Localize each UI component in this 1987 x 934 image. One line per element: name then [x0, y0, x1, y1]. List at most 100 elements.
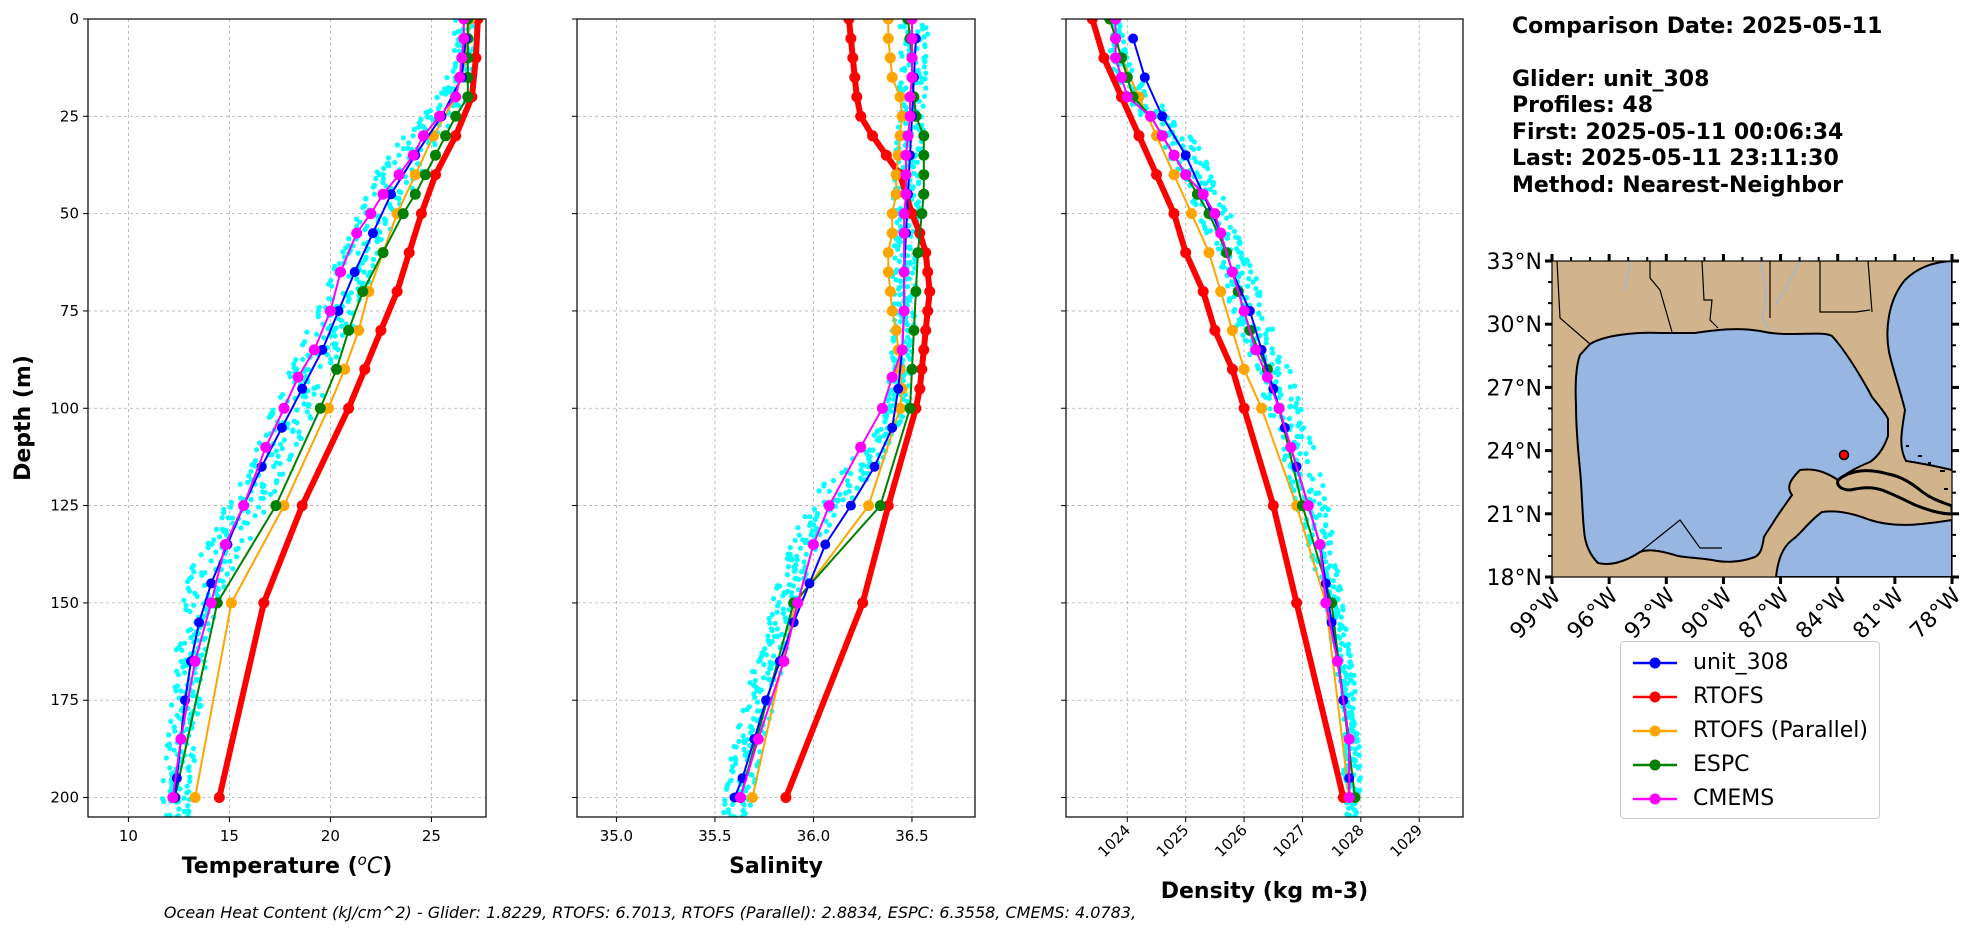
- scatter-point: [286, 370, 292, 376]
- series-point: [278, 500, 290, 512]
- map-lon-label: 81°W: [1848, 583, 1909, 644]
- scatter-point: [1301, 425, 1307, 431]
- scatter-point: [263, 432, 269, 438]
- legend-item: RTOFS (Parallel): [1621, 714, 1879, 748]
- scatter-point: [897, 23, 903, 30]
- scatter-point: [897, 284, 903, 290]
- scatter-point: [1319, 506, 1325, 512]
- scatter-point: [1324, 565, 1331, 572]
- series-point: [189, 655, 201, 667]
- scatter-point: [185, 813, 191, 817]
- scatter-point: [189, 565, 195, 571]
- scatter-point: [1206, 178, 1212, 184]
- scatter-point: [1311, 444, 1317, 451]
- scatter-point: [301, 401, 307, 407]
- scatter-point: [332, 333, 338, 339]
- scatter-point: [208, 558, 214, 564]
- scatter-point: [809, 528, 815, 534]
- scatter-point: [331, 328, 337, 334]
- series-point: [918, 188, 930, 200]
- scatter-point: [1317, 512, 1323, 518]
- series-point: [1157, 111, 1168, 122]
- scatter-point: [897, 278, 903, 284]
- scatter-point: [1331, 584, 1337, 590]
- scatter-point: [354, 223, 360, 229]
- series-point: [851, 91, 863, 103]
- scatter-point: [1354, 731, 1360, 737]
- series-point: [918, 130, 930, 142]
- series-point: [359, 363, 371, 375]
- scatter-point: [288, 452, 294, 458]
- series-point: [1128, 33, 1139, 44]
- scatter-point: [882, 419, 888, 425]
- scatter-point: [452, 64, 458, 70]
- scatter-point: [789, 590, 795, 596]
- series-point: [880, 149, 892, 161]
- scatter-point: [201, 637, 207, 643]
- scatter-point: [733, 744, 739, 750]
- scatter-point: [736, 724, 742, 730]
- series-line: [216, 19, 481, 799]
- scatter-point: [918, 74, 924, 80]
- scatter-point: [277, 394, 283, 400]
- map-lat-label: 21°N: [1487, 503, 1542, 528]
- scatter-point: [1332, 563, 1338, 569]
- scatter-point: [1335, 587, 1341, 593]
- scatter-point: [185, 579, 191, 585]
- legend-item: unit_308: [1621, 646, 1879, 680]
- series-point: [415, 208, 427, 220]
- scatter-point: [893, 277, 899, 283]
- scatter-point: [899, 53, 905, 59]
- scatter-point: [1138, 82, 1145, 88]
- series-point: [1250, 344, 1262, 356]
- series-point: [849, 71, 861, 83]
- scatter-point: [1292, 383, 1298, 389]
- scatter-point: [1348, 672, 1354, 678]
- series-point: [906, 363, 918, 375]
- series-point: [314, 402, 326, 414]
- scatter-point: [205, 540, 211, 546]
- series-point: [876, 402, 888, 414]
- scatter-point: [328, 360, 334, 366]
- series-point: [343, 324, 355, 336]
- scatter-point: [225, 515, 231, 521]
- series-point: [780, 792, 792, 803]
- scatter-point: [1230, 282, 1236, 288]
- scatter-point: [164, 813, 170, 817]
- series-point: [918, 149, 930, 161]
- scatter-point: [338, 323, 345, 329]
- scatter-point: [826, 488, 832, 494]
- scatter-point: [227, 504, 234, 510]
- scatter-point: [898, 223, 904, 230]
- scatter-point: [213, 549, 219, 555]
- scatter-point: [765, 633, 771, 639]
- scatter-point: [874, 437, 880, 443]
- series-point: [882, 500, 894, 512]
- scatter-point: [361, 269, 367, 275]
- map-borders: [1556, 261, 1873, 553]
- ohc-footer: Ocean Heat Content (kJ/cm^2) - Glider: 1…: [163, 903, 1137, 922]
- scatter-point: [380, 171, 386, 177]
- series-point: [857, 597, 869, 609]
- scatter-point: [784, 555, 791, 562]
- scatter-point: [381, 165, 387, 171]
- scatter-point: [1276, 359, 1282, 365]
- scatter-point: [890, 338, 897, 344]
- scatter-point: [168, 718, 174, 725]
- series-point: [894, 402, 906, 414]
- scatter-point: [1225, 231, 1231, 237]
- scatter-point: [237, 481, 243, 487]
- scatter-point: [186, 764, 192, 770]
- scatter-point: [722, 797, 728, 803]
- x-axis-label: Temperature (oC): [182, 851, 393, 879]
- series-point: [189, 792, 201, 803]
- series-point: [869, 461, 880, 472]
- scatter-point: [1224, 235, 1231, 241]
- scatter-point: [823, 528, 830, 535]
- scatter-point: [172, 728, 178, 734]
- scatter-point: [743, 751, 749, 757]
- series-point: [1302, 500, 1314, 512]
- scatter-point: [1269, 326, 1276, 332]
- scatter-point: [905, 253, 911, 259]
- scatter-point: [174, 814, 180, 817]
